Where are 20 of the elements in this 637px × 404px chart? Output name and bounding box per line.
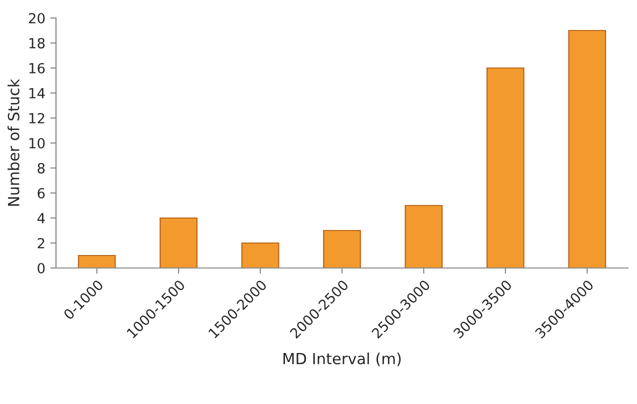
x-axis-title: MD Interval (m) bbox=[284, 352, 401, 366]
y-axis-title: Number of Stuck bbox=[8, 78, 20, 206]
y-tick-label: 0 bbox=[38, 262, 45, 274]
y-tick-label: 4 bbox=[37, 213, 45, 224]
bar bbox=[568, 30, 606, 268]
y-tick-label: 6 bbox=[38, 188, 45, 198]
bar bbox=[404, 204, 443, 268]
y-tick-label: 14 bbox=[29, 88, 45, 98]
bar bbox=[486, 67, 524, 268]
bar bbox=[160, 217, 198, 268]
y-tick-label: 2 bbox=[38, 238, 44, 248]
bar bbox=[241, 242, 280, 268]
y-tick-label: 12 bbox=[29, 112, 44, 124]
bar bbox=[323, 230, 361, 268]
y-tick-label: 20 bbox=[28, 12, 45, 24]
y-tick-label: 10 bbox=[29, 138, 45, 148]
y-tick-label: 18 bbox=[29, 38, 45, 48]
y-tick-label: 8 bbox=[38, 162, 45, 174]
bar bbox=[78, 254, 116, 268]
y-tick-label: 16 bbox=[29, 62, 45, 74]
